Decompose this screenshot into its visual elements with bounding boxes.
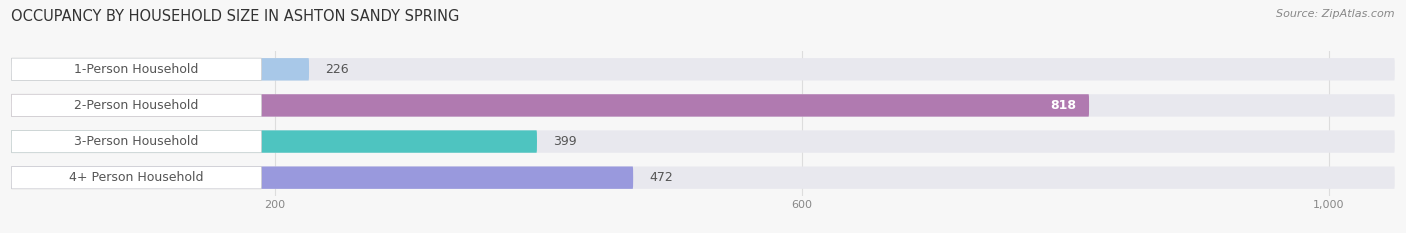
Text: OCCUPANCY BY HOUSEHOLD SIZE IN ASHTON SANDY SPRING: OCCUPANCY BY HOUSEHOLD SIZE IN ASHTON SA…	[11, 9, 460, 24]
FancyBboxPatch shape	[11, 166, 262, 189]
Text: 2-Person Household: 2-Person Household	[75, 99, 198, 112]
FancyBboxPatch shape	[11, 58, 1395, 81]
Text: Source: ZipAtlas.com: Source: ZipAtlas.com	[1277, 9, 1395, 19]
Text: 818: 818	[1050, 99, 1076, 112]
Text: 472: 472	[650, 171, 672, 184]
FancyBboxPatch shape	[11, 94, 1090, 117]
FancyBboxPatch shape	[11, 166, 633, 189]
Text: 4+ Person Household: 4+ Person Household	[69, 171, 204, 184]
Text: 399: 399	[553, 135, 576, 148]
FancyBboxPatch shape	[11, 94, 1395, 117]
FancyBboxPatch shape	[11, 166, 1395, 189]
FancyBboxPatch shape	[11, 130, 537, 153]
Text: 226: 226	[325, 63, 349, 76]
FancyBboxPatch shape	[11, 94, 262, 117]
FancyBboxPatch shape	[11, 58, 309, 81]
FancyBboxPatch shape	[11, 130, 1395, 153]
Text: 1-Person Household: 1-Person Household	[75, 63, 198, 76]
FancyBboxPatch shape	[11, 58, 262, 81]
FancyBboxPatch shape	[11, 130, 262, 153]
Text: 3-Person Household: 3-Person Household	[75, 135, 198, 148]
